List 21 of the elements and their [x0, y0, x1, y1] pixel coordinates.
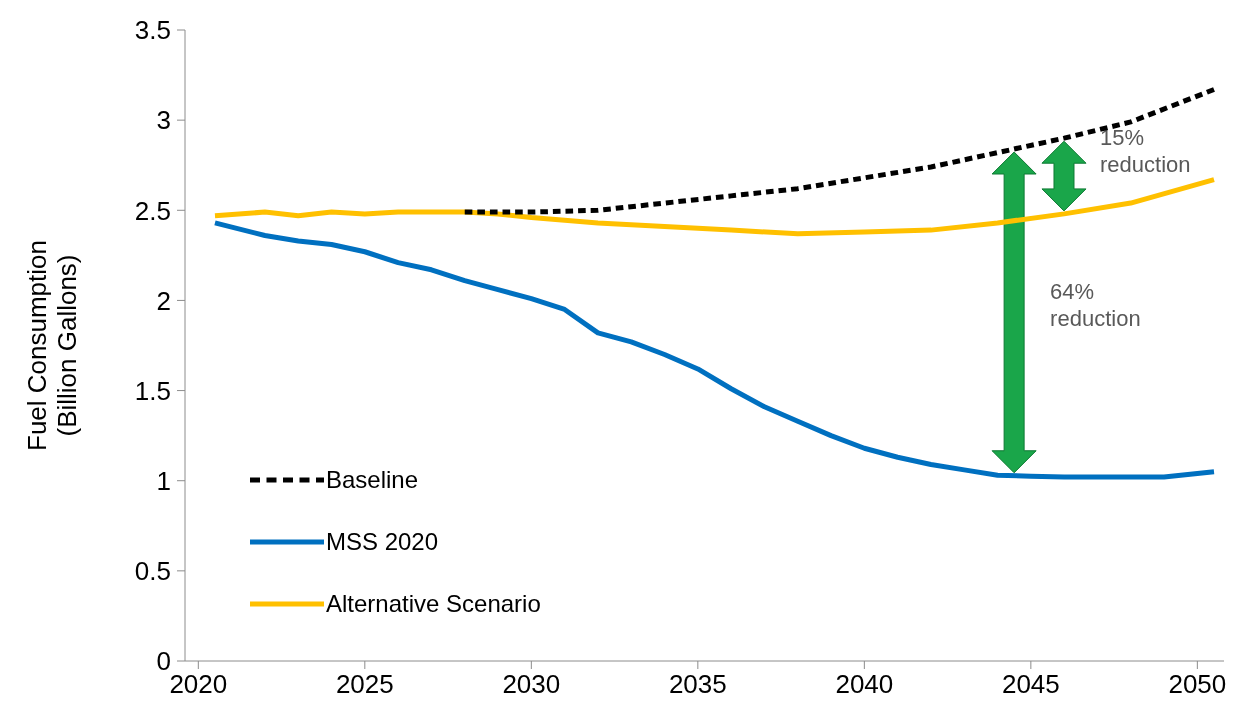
y-tick-label: 1.5 [134, 375, 171, 406]
y-tick-label: 3 [156, 105, 171, 136]
x-tick-label: 2020 [169, 669, 228, 700]
x-tick-label: 2040 [835, 669, 894, 700]
legend-label: MSS 2020 [326, 528, 439, 556]
y-tick-label: 3.5 [134, 15, 171, 46]
annotation: 64% reduction [1050, 279, 1141, 332]
y-tick-label: 2.5 [134, 195, 171, 226]
y-tick-label: 0 [156, 646, 171, 677]
y-axis-title: Fuel Consumption (Billion Gallons) [22, 240, 82, 451]
x-tick-label: 2050 [1168, 669, 1227, 700]
legend-label: Baseline [326, 466, 419, 494]
x-tick-label: 2025 [335, 669, 394, 700]
y-tick-label: 2 [156, 285, 171, 316]
x-tick-label: 2035 [668, 669, 727, 700]
y-tick-label: 0.5 [134, 556, 171, 587]
x-tick-label: 2045 [1001, 669, 1060, 700]
y-tick-label: 1 [156, 465, 171, 496]
annotation: 15% reduction [1099, 125, 1191, 178]
legend-label: Alternative Scenario [326, 590, 541, 618]
x-tick-label: 2030 [502, 669, 561, 700]
